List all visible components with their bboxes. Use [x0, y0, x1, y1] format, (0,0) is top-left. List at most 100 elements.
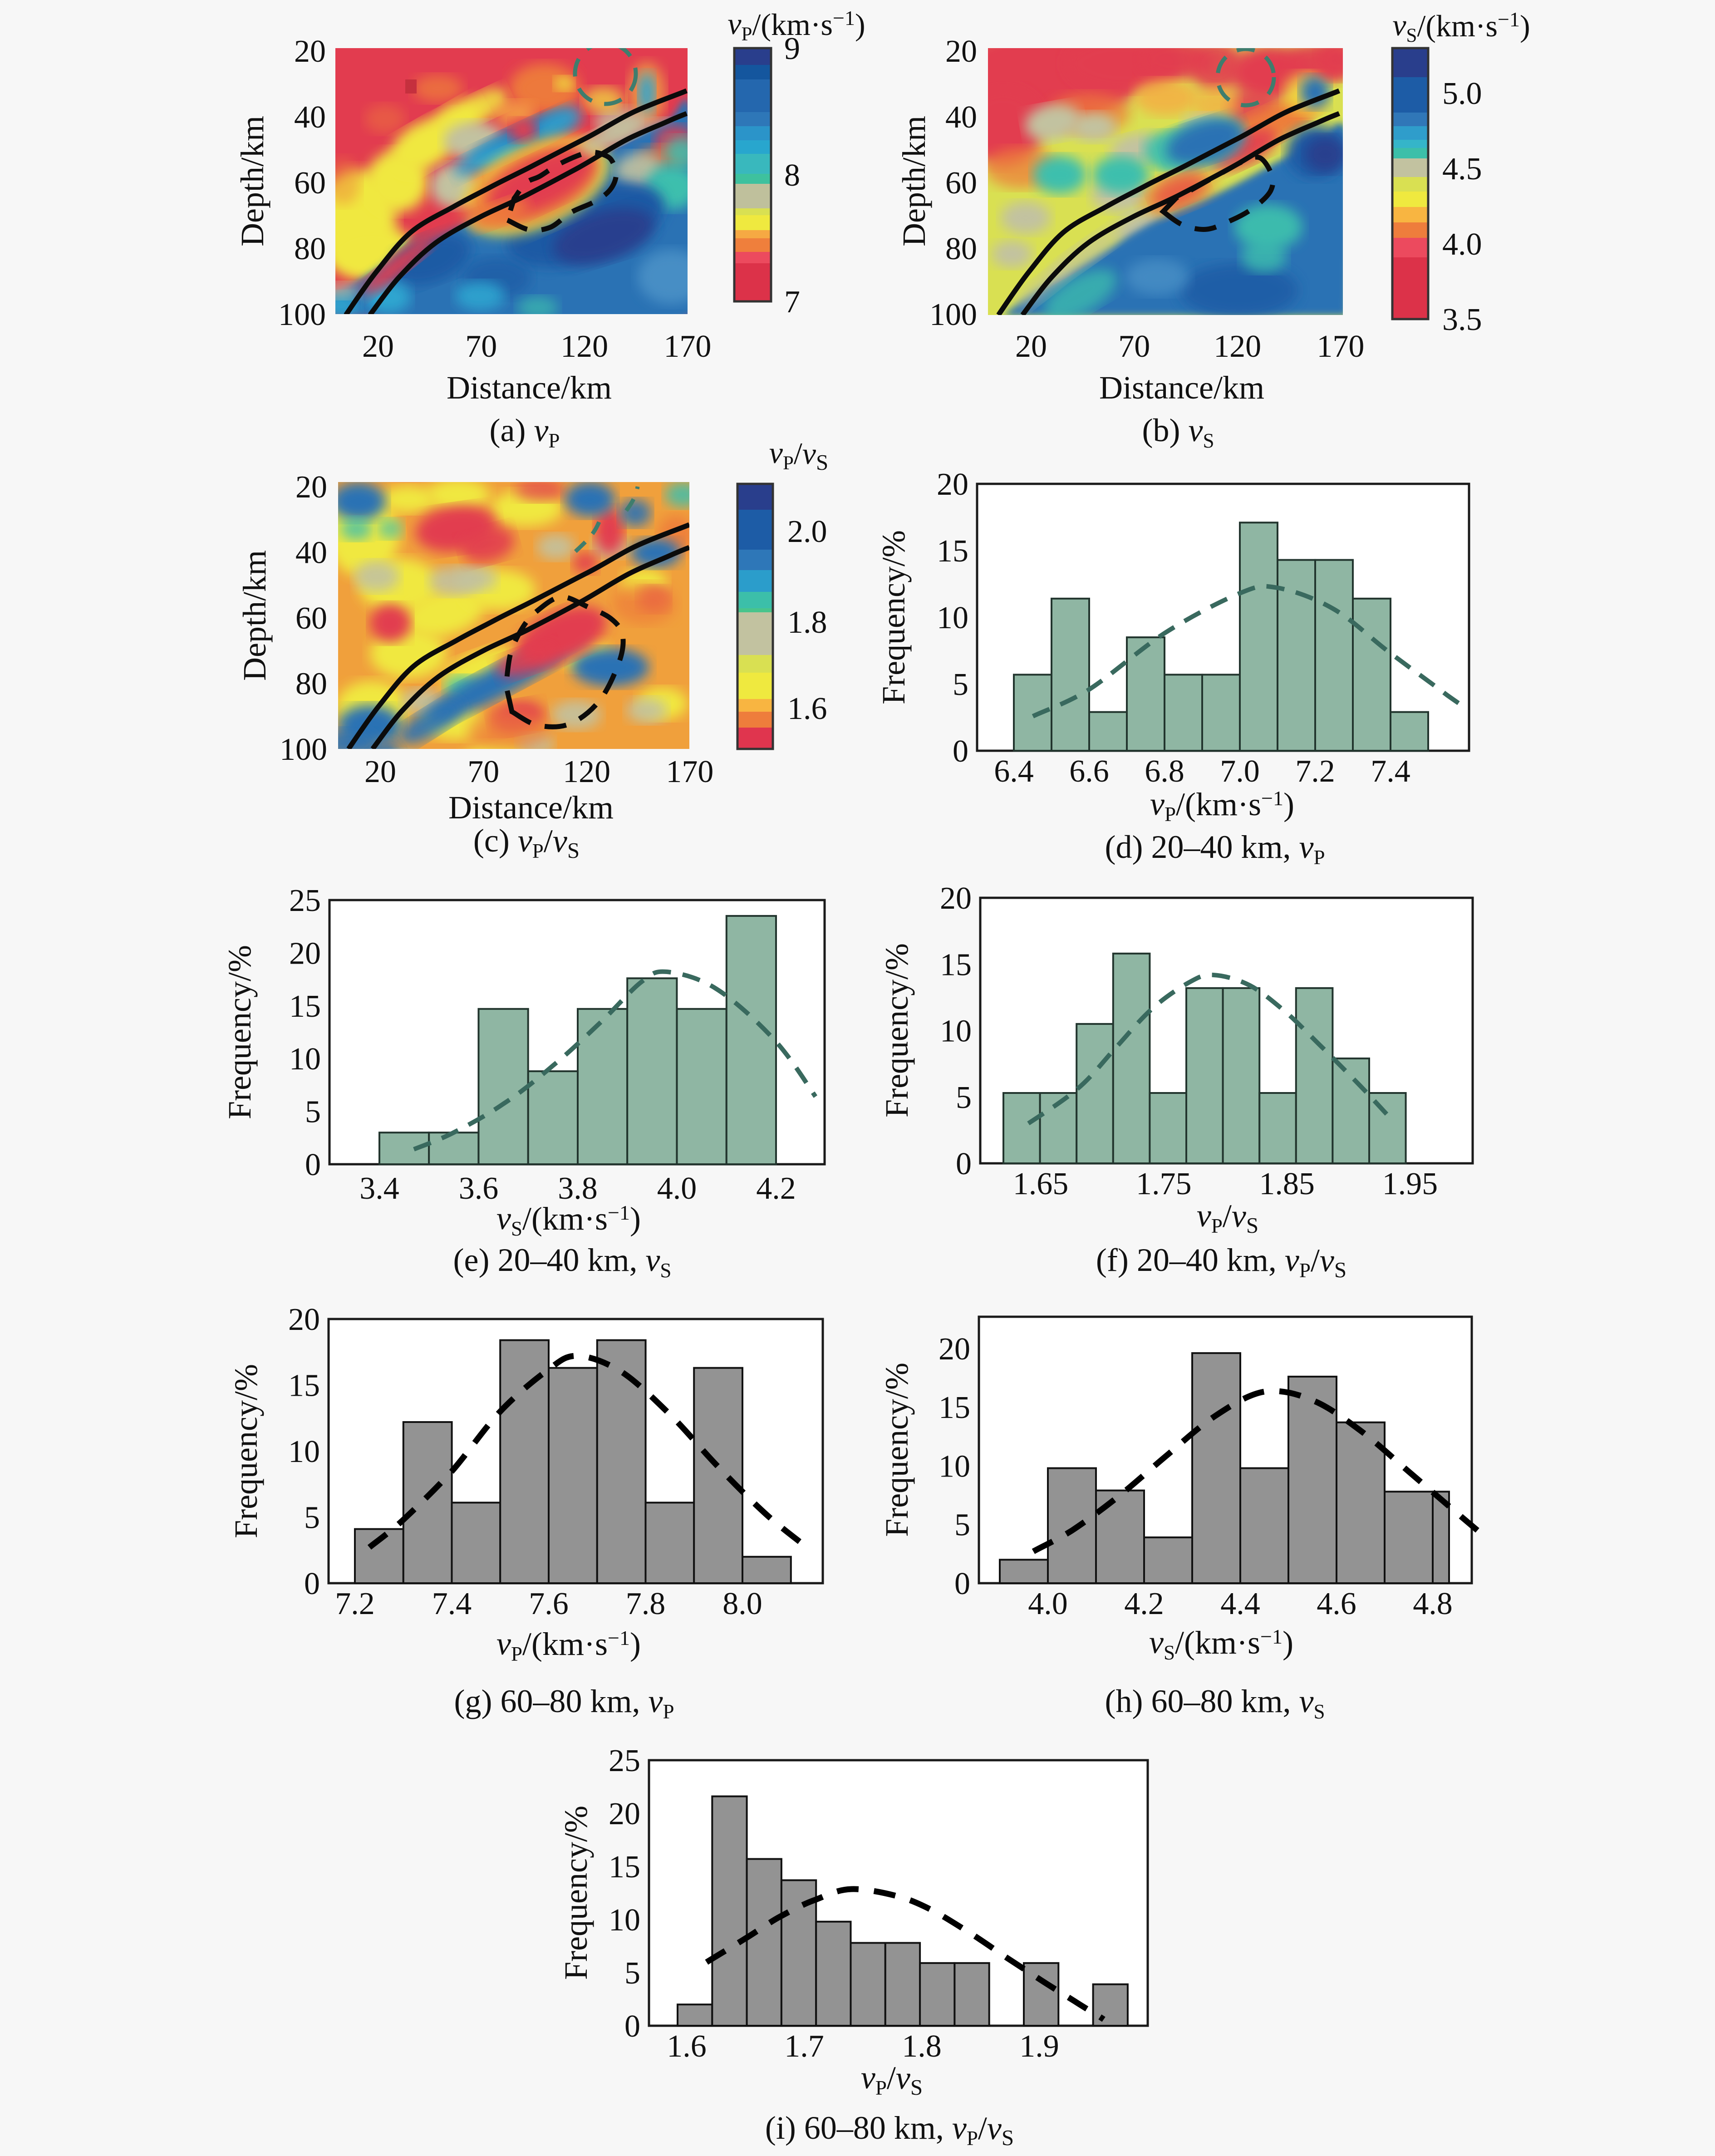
- svg-text:1.7: 1.7: [784, 2029, 824, 2064]
- svg-text:7.8: 7.8: [626, 1586, 666, 1621]
- svg-text:60: 60: [294, 166, 326, 201]
- svg-text:15: 15: [940, 947, 972, 982]
- svg-text:Frequency/%: Frequency/%: [221, 945, 258, 1119]
- svg-text:(a) vP: (a) vP: [490, 412, 560, 452]
- svg-text:3.8: 3.8: [558, 1171, 598, 1206]
- svg-text:4.0: 4.0: [657, 1171, 697, 1206]
- svg-text:100: 100: [929, 297, 977, 332]
- svg-text:3.6: 3.6: [459, 1171, 499, 1206]
- svg-text:40: 40: [295, 536, 327, 571]
- svg-text:20: 20: [364, 754, 396, 789]
- svg-text:1.75: 1.75: [1136, 1167, 1192, 1201]
- svg-text:15: 15: [288, 1368, 320, 1403]
- svg-text:Frequency/%: Frequency/%: [879, 943, 915, 1117]
- svg-text:(i) 60–80 km, vP/vS: (i) 60–80 km, vP/vS: [765, 2110, 1014, 2150]
- svg-text:10: 10: [288, 1434, 320, 1469]
- svg-text:10: 10: [609, 1903, 640, 1938]
- svg-text:Frequency/%: Frequency/%: [879, 1363, 915, 1537]
- svg-text:10: 10: [937, 601, 968, 635]
- svg-text:Depth/km: Depth/km: [236, 550, 273, 681]
- svg-text:7.0: 7.0: [1220, 754, 1260, 789]
- svg-text:8.0: 8.0: [722, 1586, 762, 1621]
- svg-text:10: 10: [939, 1449, 970, 1484]
- svg-text:Distance/km: Distance/km: [448, 789, 614, 826]
- svg-text:170: 170: [1317, 329, 1364, 364]
- svg-text:6.4: 6.4: [994, 754, 1034, 789]
- svg-text:vP/(km·s−1): vP/(km·s−1): [727, 6, 865, 45]
- svg-text:5: 5: [954, 1508, 970, 1543]
- svg-text:Distance/km: Distance/km: [447, 369, 612, 406]
- svg-text:vP/vS: vP/vS: [769, 435, 828, 475]
- svg-text:20: 20: [609, 1797, 640, 1831]
- svg-text:(b) vS: (b) vS: [1142, 412, 1214, 452]
- svg-text:8: 8: [784, 158, 800, 193]
- svg-text:100: 100: [280, 732, 327, 767]
- svg-text:6.6: 6.6: [1069, 754, 1109, 789]
- svg-text:Depth/km: Depth/km: [234, 116, 270, 246]
- svg-text:7.2: 7.2: [1295, 754, 1335, 789]
- svg-text:20: 20: [362, 329, 394, 364]
- svg-text:60: 60: [295, 601, 327, 636]
- svg-text:4.2: 4.2: [756, 1171, 796, 1206]
- svg-text:(e) 20–40 km, vS: (e) 20–40 km, vS: [453, 1242, 672, 1282]
- svg-text:0: 0: [953, 734, 968, 769]
- svg-text:3.4: 3.4: [359, 1171, 399, 1206]
- svg-text:Frequency/%: Frequency/%: [228, 1364, 264, 1538]
- svg-text:Frequency/%: Frequency/%: [558, 1806, 594, 1980]
- svg-text:20: 20: [1015, 329, 1047, 364]
- svg-text:10: 10: [289, 1042, 321, 1077]
- svg-text:40: 40: [945, 100, 977, 135]
- svg-text:0: 0: [956, 1147, 972, 1181]
- svg-text:(h) 60–80 km, vS: (h) 60–80 km, vS: [1105, 1683, 1325, 1723]
- svg-text:70: 70: [465, 329, 497, 364]
- svg-text:Distance/km: Distance/km: [1099, 369, 1264, 406]
- svg-text:5: 5: [953, 667, 968, 702]
- svg-text:80: 80: [945, 231, 977, 266]
- svg-text:80: 80: [295, 667, 327, 702]
- svg-text:15: 15: [609, 1850, 640, 1885]
- svg-text:10: 10: [940, 1014, 972, 1049]
- svg-text:25: 25: [609, 1743, 640, 1778]
- svg-text:5.0: 5.0: [1442, 76, 1482, 111]
- svg-text:4.0: 4.0: [1442, 227, 1482, 262]
- svg-text:7.4: 7.4: [432, 1586, 472, 1621]
- svg-text:9: 9: [784, 31, 800, 66]
- svg-text:20: 20: [294, 34, 326, 69]
- svg-text:4.8: 4.8: [1413, 1586, 1453, 1621]
- svg-text:40: 40: [294, 100, 326, 135]
- svg-text:vP/(km·s−1): vP/(km·s−1): [496, 1625, 641, 1665]
- svg-text:Frequency/%: Frequency/%: [875, 530, 912, 704]
- svg-text:80: 80: [294, 231, 326, 266]
- svg-text:0: 0: [624, 2009, 640, 2044]
- svg-text:1.8: 1.8: [787, 605, 827, 640]
- svg-text:120: 120: [1214, 329, 1261, 364]
- svg-text:2.0: 2.0: [787, 514, 827, 549]
- svg-text:15: 15: [289, 989, 321, 1024]
- svg-text:4.2: 4.2: [1124, 1586, 1164, 1621]
- svg-text:20: 20: [937, 467, 968, 502]
- svg-text:4.5: 4.5: [1442, 152, 1482, 187]
- svg-text:15: 15: [939, 1390, 970, 1425]
- svg-text:15: 15: [937, 534, 968, 569]
- svg-text:20: 20: [289, 936, 321, 971]
- svg-text:120: 120: [560, 329, 608, 364]
- svg-text:20: 20: [295, 470, 327, 505]
- svg-text:1.85: 1.85: [1259, 1167, 1315, 1201]
- svg-text:1.6: 1.6: [787, 691, 827, 726]
- svg-text:1.9: 1.9: [1019, 2029, 1059, 2064]
- svg-text:170: 170: [666, 754, 713, 789]
- svg-text:1.65: 1.65: [1013, 1167, 1069, 1201]
- svg-text:(g) 60–80 km, vP: (g) 60–80 km, vP: [454, 1683, 674, 1723]
- svg-text:vP/vS: vP/vS: [861, 2059, 923, 2100]
- svg-text:170: 170: [663, 329, 711, 364]
- svg-text:3.5: 3.5: [1442, 302, 1482, 337]
- svg-text:25: 25: [289, 883, 321, 918]
- svg-text:5: 5: [304, 1501, 320, 1536]
- svg-text:120: 120: [563, 754, 610, 789]
- svg-text:5: 5: [624, 1956, 640, 1991]
- svg-text:(d) 20–40 km, vP: (d) 20–40 km, vP: [1105, 829, 1325, 869]
- svg-text:60: 60: [945, 166, 977, 201]
- svg-text:5: 5: [956, 1080, 972, 1115]
- svg-text:20: 20: [940, 881, 972, 916]
- svg-text:7.6: 7.6: [529, 1586, 569, 1621]
